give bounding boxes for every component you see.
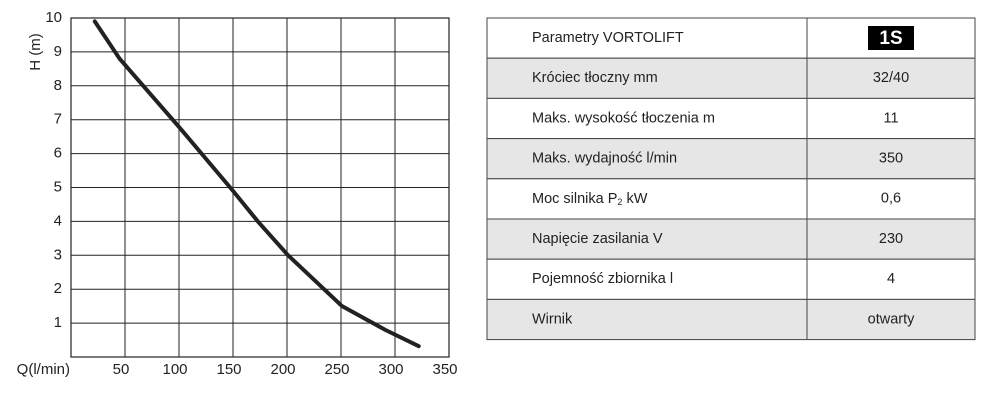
row-value: 230 (879, 231, 903, 247)
parameter-table: Parametry VORTOLIFT 1S Króciec tłoczny mm 3… (486, 17, 976, 341)
row-value: 350 (879, 151, 903, 167)
y-tick-label: 1 (54, 314, 62, 331)
row-value: 4 (887, 271, 895, 287)
label-part: kW (622, 191, 647, 207)
y-tick-label: 7 (54, 111, 62, 128)
row-value: 11 (883, 110, 898, 126)
table-row (486, 97, 976, 140)
header-value: 1S (879, 28, 902, 49)
row-value: 32/40 (873, 70, 909, 86)
row-label: Króciec tłoczny mm (532, 70, 658, 86)
y-tick-label: 9 (54, 43, 62, 60)
header-label: Parametry VORTOLIFT (532, 30, 684, 46)
y-tick-label: 4 (54, 212, 62, 229)
row-value: otwarty (868, 311, 915, 327)
x-tick-label: 100 (162, 361, 187, 378)
x-tick-label: 250 (324, 361, 349, 378)
row-value: 0,6 (881, 191, 901, 207)
y-tick-label: 8 (54, 77, 62, 94)
row-label: Moc silnika P2 kW (532, 191, 648, 208)
x-tick-label: 200 (270, 361, 295, 378)
y-tick-label: 6 (54, 145, 62, 162)
y-tick-label: 5 (54, 178, 62, 195)
label-part: Moc silnika P (532, 191, 617, 207)
table-row (486, 57, 976, 99)
row-label: Napięcie zasilania V (532, 231, 663, 247)
model-badge (868, 26, 914, 50)
table-row (486, 298, 976, 341)
x-tick-label: 50 (113, 361, 130, 378)
table-row (486, 218, 976, 260)
row-label: Pojemność zbiornika l (532, 271, 673, 287)
x-tick-label: 350 (432, 361, 457, 378)
row-label: Wirnik (532, 311, 573, 327)
row-label: Maks. wysokość tłoczenia m (532, 110, 715, 126)
x-tick-label: 300 (378, 361, 403, 378)
table-row (486, 258, 976, 300)
y-tick-label: 10 (45, 9, 62, 26)
x-axis-label: Q(l/min) (17, 361, 70, 378)
x-tick-label: 150 (216, 361, 241, 378)
curve (92, 19, 421, 349)
subscript: 2 (617, 197, 622, 207)
table-row (486, 138, 976, 180)
y-tick-label: 3 (54, 246, 62, 263)
row-label: Maks. wydajność l/min (532, 151, 677, 167)
y-tick-label: 2 (54, 280, 62, 297)
y-axis-label: H (m) (27, 33, 44, 71)
